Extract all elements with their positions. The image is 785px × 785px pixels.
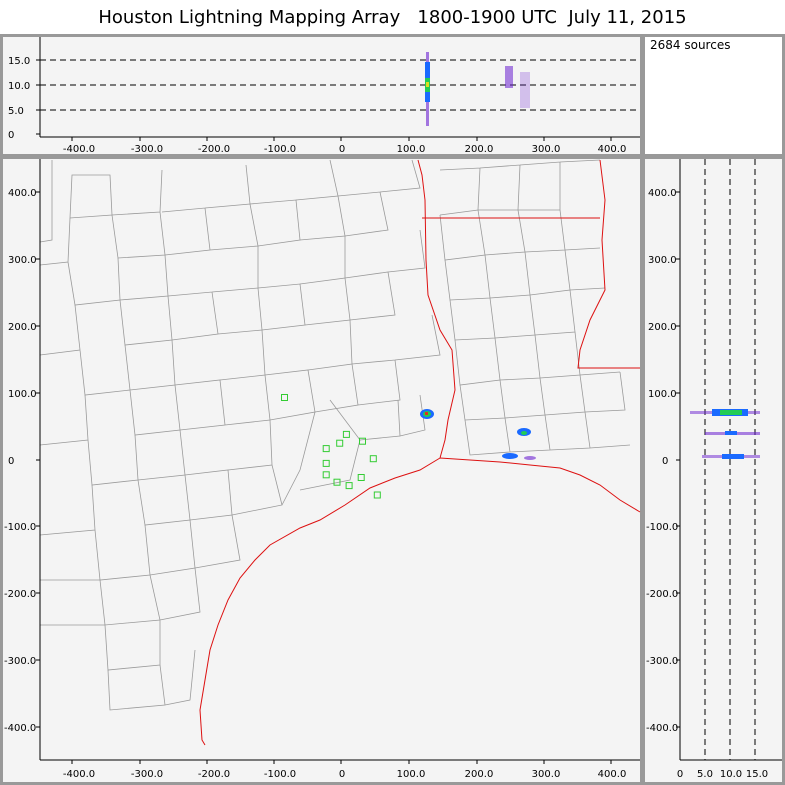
map-xtick: -400.0 — [63, 769, 95, 780]
source-row — [725, 431, 737, 435]
right-ytick: 200.0 — [648, 322, 677, 333]
top-xtick: -100.0 — [264, 144, 296, 155]
map-ytick: -300.0 — [4, 656, 36, 667]
map-county-grid — [39, 159, 631, 711]
sources-panel — [645, 37, 782, 154]
right-panel — [645, 159, 782, 782]
map-ytick: 100.0 — [8, 389, 37, 400]
top-xtick: 0 — [339, 144, 345, 155]
station-marker — [342, 430, 350, 438]
top-xtick: -400.0 — [63, 144, 95, 155]
top-ytick: 15.0 — [8, 56, 30, 67]
source-count: 2684 sources — [650, 38, 731, 52]
top-xtick: -300.0 — [131, 144, 163, 155]
map-xtick: 300.0 — [532, 769, 561, 780]
station-marker — [333, 478, 341, 486]
source-cluster — [521, 431, 527, 435]
source-column — [505, 66, 513, 88]
top-panel-sources — [425, 52, 530, 126]
top-xtick: 400.0 — [598, 144, 627, 155]
station-marker — [322, 471, 330, 479]
station-marker — [281, 394, 288, 401]
source-cluster — [425, 412, 428, 415]
map-ytick: 300.0 — [8, 255, 37, 266]
right-xtick: 15.0 — [746, 769, 768, 780]
map-axes: 400.0 300.0 200.0 100.0 0 -100.0 -200.0 … — [4, 159, 640, 780]
map-ytick: -100.0 — [4, 522, 36, 533]
top-xtick: -200.0 — [198, 144, 230, 155]
station-marker — [369, 455, 377, 463]
station-marker — [357, 474, 365, 481]
source-row — [722, 454, 744, 459]
right-xtick: 0 — [677, 769, 683, 780]
map-ytick: 400.0 — [8, 188, 37, 199]
right-ytick: 0 — [662, 456, 668, 467]
map-xtick: 100.0 — [397, 769, 426, 780]
map-xtick: -300.0 — [131, 769, 163, 780]
right-xtick: 5.0 — [697, 769, 713, 780]
right-xtick: 10.0 — [720, 769, 742, 780]
gulf-coastline — [199, 457, 641, 746]
right-ytick: -100.0 — [646, 522, 678, 533]
map-ytick: 0 — [8, 456, 14, 467]
station-marker — [322, 445, 330, 453]
source-column — [426, 82, 429, 87]
station-marker — [322, 459, 330, 467]
plot-title: Houston Lightning Mapping Array 1800-190… — [98, 7, 687, 28]
texas-louisiana-border — [417, 159, 456, 459]
top-xtick: 200.0 — [465, 144, 494, 155]
top-ytick: 10.0 — [8, 81, 30, 92]
map-ytick: -400.0 — [4, 723, 36, 734]
map-state-boundaries — [199, 159, 641, 746]
right-ytick: 100.0 — [648, 389, 677, 400]
map-xtick: 200.0 — [465, 769, 494, 780]
map-sources — [420, 409, 536, 460]
right-ytick: -300.0 — [646, 656, 678, 667]
station-marker — [359, 437, 366, 445]
station-marker — [373, 491, 381, 499]
top-ytick: 0 — [8, 130, 14, 141]
station-marker — [336, 439, 344, 447]
map-ytick: 200.0 — [8, 322, 37, 333]
lma-stations — [281, 394, 381, 499]
top-xtick: 100.0 — [397, 144, 426, 155]
map-xtick: -100.0 — [264, 769, 296, 780]
map-panel — [3, 159, 640, 782]
source-cluster — [502, 453, 518, 459]
top-panel-axes: 15.0 10.0 5.0 0 -400.0 -300.0 -200.0 -10… — [8, 37, 640, 155]
source-row — [720, 410, 742, 415]
right-panel-sources — [690, 409, 760, 459]
right-ytick: 400.0 — [648, 188, 677, 199]
top-ytick: 5.0 — [8, 106, 24, 117]
top-xtick: 300.0 — [532, 144, 561, 155]
map-xtick: 0 — [339, 769, 345, 780]
right-ytick: -400.0 — [646, 723, 678, 734]
right-ytick: 300.0 — [648, 255, 677, 266]
right-ytick: -200.0 — [646, 589, 678, 600]
station-marker — [345, 482, 353, 490]
right-panel-axes: 400.0 300.0 200.0 100.0 0 -100.0 -200.0 … — [646, 159, 782, 780]
map-xtick: -200.0 — [198, 769, 230, 780]
mississippi-louisiana-border — [577, 159, 640, 369]
map-ytick: -200.0 — [4, 589, 36, 600]
top-panel — [3, 37, 640, 154]
source-cluster — [524, 456, 536, 460]
source-column — [520, 72, 530, 108]
map-xtick: 400.0 — [598, 769, 627, 780]
